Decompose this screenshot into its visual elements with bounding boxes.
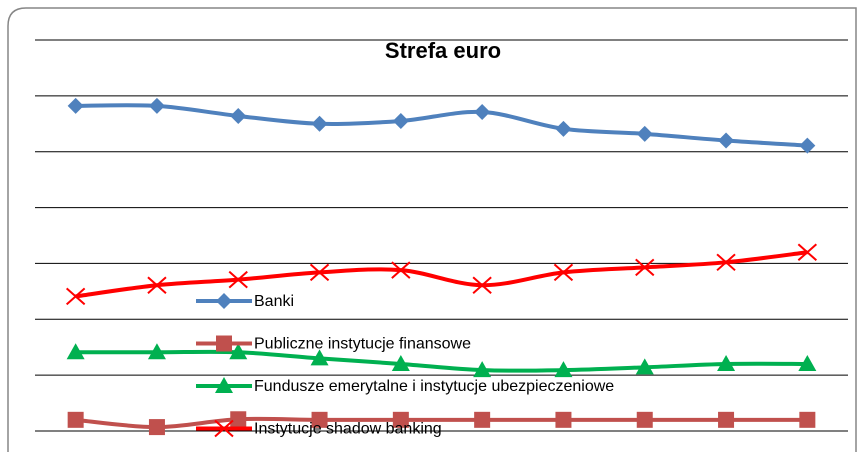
- marker: [310, 349, 329, 366]
- marker: [148, 97, 165, 114]
- marker: [230, 411, 247, 428]
- marker: [554, 361, 573, 378]
- marker: [311, 411, 328, 428]
- marker: [309, 263, 330, 282]
- marker: [474, 411, 491, 428]
- marker: [636, 125, 653, 142]
- marker: [148, 419, 165, 436]
- legend-marker: [216, 293, 232, 309]
- grid: [35, 39, 848, 432]
- marker: [716, 253, 736, 272]
- marker: [311, 115, 328, 132]
- marker: [718, 411, 735, 428]
- marker: [66, 343, 85, 360]
- marker: [718, 132, 735, 149]
- legend-marker: [216, 335, 232, 352]
- marker: [798, 354, 817, 371]
- marker: [392, 112, 409, 129]
- plot: [65, 97, 818, 436]
- legend: Banki Publiczne instytucje finansowe Fundu…: [196, 293, 614, 438]
- legend-label: Publiczne instytucje finansowe: [254, 336, 471, 353]
- marker: [65, 287, 86, 306]
- marker: [391, 354, 410, 371]
- marker: [229, 343, 248, 360]
- series-line: [75, 416, 808, 430]
- marker: [147, 343, 166, 360]
- marker: [67, 97, 84, 114]
- legend-marker: [214, 419, 234, 438]
- marker: [636, 411, 653, 428]
- legend-label: Instytucje shadow banking: [254, 421, 442, 438]
- marker: [635, 358, 654, 375]
- marker: [67, 411, 84, 428]
- legend-marker: [215, 377, 233, 393]
- marker: [474, 104, 491, 121]
- legend-label: Fundusze emerytalne i instytucje ubezpie…: [254, 378, 614, 395]
- legend-label: Banki: [254, 293, 294, 310]
- marker: [555, 120, 572, 137]
- marker: [555, 411, 572, 428]
- marker: [799, 137, 816, 154]
- marker: [635, 258, 655, 277]
- marker: [228, 270, 248, 289]
- marker: [473, 361, 492, 378]
- marker: [230, 107, 247, 124]
- series-line: [75, 349, 808, 373]
- chart-title: Strefa euro: [385, 38, 501, 63]
- marker: [472, 276, 492, 294]
- marker: [392, 411, 409, 428]
- series-line: [75, 103, 808, 148]
- marker: [147, 276, 167, 294]
- marker: [553, 263, 574, 282]
- marker: [717, 354, 736, 371]
- marker: [391, 261, 411, 279]
- marker: [797, 243, 818, 262]
- series-line: [75, 250, 808, 299]
- marker: [799, 411, 816, 428]
